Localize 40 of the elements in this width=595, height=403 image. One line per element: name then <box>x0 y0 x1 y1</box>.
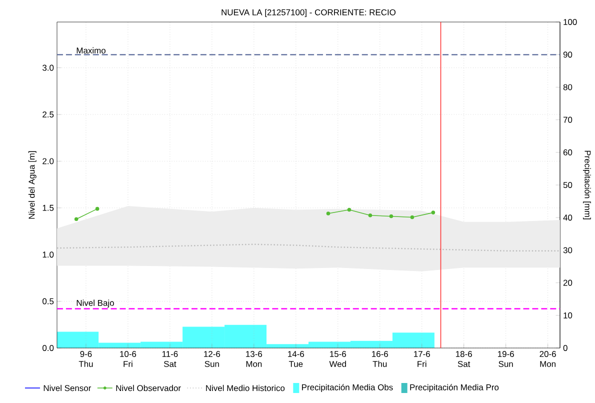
y2-tick-label: 20 <box>563 280 572 286</box>
y-tick-label: 1.0 <box>42 252 54 258</box>
y-tick-label: 1.5 <box>42 204 54 211</box>
x-tick-label: 13-6 Mon <box>246 351 262 367</box>
x-tick-label: 18-6 Sat <box>456 351 472 367</box>
y2-tick-label: 50 <box>563 182 572 188</box>
y2-tick-label: 70 <box>563 116 572 123</box>
x-tick-label: 15-6 Wed <box>329 351 346 367</box>
y2-axis-title: Precipitación [mm] <box>583 150 591 220</box>
y2-tick-label: 80 <box>563 84 572 90</box>
legend-label: Nivel Sensor <box>44 384 92 392</box>
y-axis-title: Nivel del Agua [m] <box>28 151 36 219</box>
x-tick-label: 20-6 Mon <box>540 351 556 367</box>
ref-line-label: Maximo <box>76 47 106 54</box>
y2-tick-label: 30 <box>563 247 572 254</box>
legend-label: Nivel Observador <box>116 384 181 392</box>
legend-label: Nivel Medio Historico <box>206 384 285 392</box>
x-tick-label: 11-6 Sat <box>162 351 178 367</box>
legend-label: Precipitación Media Pro <box>410 384 499 392</box>
x-tick-label: 9-6 Thu <box>78 351 93 367</box>
y2-tick-label: 40 <box>563 214 572 221</box>
y-tick-label: 2.5 <box>42 111 54 118</box>
y2-tick-label: 60 <box>563 149 572 156</box>
x-tick-label: 12-6 Sun <box>204 351 220 367</box>
x-tick-label: 16-6 Thu <box>372 351 388 367</box>
y-tick-label: 3.0 <box>42 64 54 71</box>
x-tick-label: 10-6 Fri <box>120 351 136 367</box>
y2-tick-label: 10 <box>564 312 572 318</box>
y-tick-label: 0.0 <box>42 345 54 351</box>
x-tick-label: 19-6 Sun <box>498 351 514 367</box>
x-tick-label: 14-6 Tue <box>288 351 304 367</box>
y2-tick-label: 0 <box>563 345 568 351</box>
x-tick-label: 17-6 Fri <box>414 351 430 367</box>
y2-tick-label: 100 <box>564 19 577 25</box>
legend-label: Precipitación Media Obs <box>302 384 393 392</box>
y-tick-label: 2.0 <box>42 158 54 164</box>
y2-tick-label: 90 <box>563 52 572 58</box>
y-tick-label: 0.5 <box>42 298 54 304</box>
chart-title: NUEVA LA [21257100] - CORRIENTE: RECIO <box>222 9 396 17</box>
ref-line-label: Nivel Bajo <box>76 300 114 308</box>
